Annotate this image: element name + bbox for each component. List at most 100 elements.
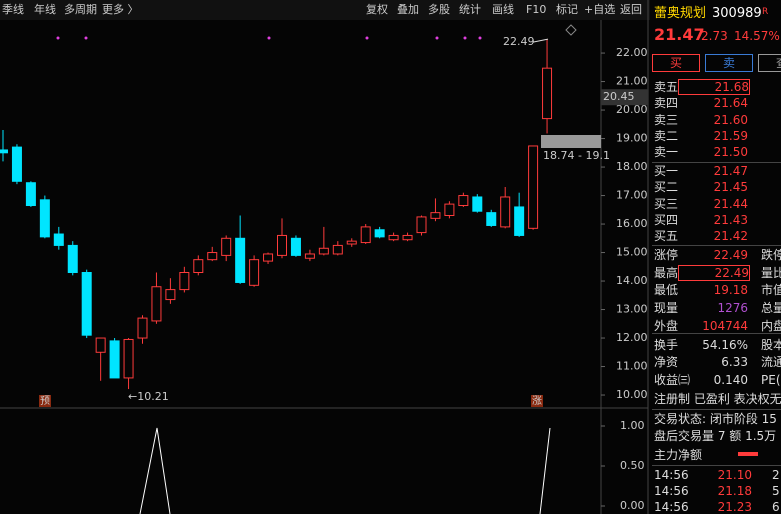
y-tick-label: 19.00 bbox=[616, 132, 648, 145]
stat-label: 最低 bbox=[654, 283, 679, 298]
y-tick-label: 21.00 bbox=[616, 75, 648, 88]
tick-time: 14:56 bbox=[654, 484, 689, 498]
trade-button[interactable]: 查 bbox=[758, 54, 781, 72]
candle-body bbox=[123, 338, 134, 379]
y-tick-label: 18.00 bbox=[616, 160, 648, 173]
ask-price: 21.68 bbox=[678, 79, 750, 95]
stat-value: 1276 bbox=[717, 301, 748, 316]
toolbar-button[interactable]: F10 bbox=[526, 3, 547, 16]
bid-label: 买一 bbox=[654, 164, 679, 178]
stat-value: 54.16% bbox=[702, 337, 748, 352]
bid-label: 买四 bbox=[654, 212, 679, 227]
price-pct: 14.57% bbox=[734, 29, 780, 43]
y-tick-label: 10.00 bbox=[616, 388, 648, 401]
toolbar-button[interactable]: 返回 bbox=[620, 3, 642, 16]
candle-body bbox=[528, 145, 539, 229]
trade-button[interactable]: 买 bbox=[652, 54, 700, 72]
toolbar-button[interactable]: 季线 bbox=[2, 3, 24, 16]
bid-price: 21.47 bbox=[713, 164, 748, 178]
marker: 预 bbox=[40, 395, 50, 407]
marker-bg bbox=[531, 395, 543, 407]
price-tag: 20.45 bbox=[603, 90, 635, 103]
stat-label-2: 跌停 bbox=[761, 248, 781, 262]
after-hours: 盘后交易量 7 额 1.5万 bbox=[654, 429, 777, 443]
stat-label-2: 量比 bbox=[761, 265, 781, 280]
price-tag-bg bbox=[601, 89, 648, 106]
candle-body bbox=[81, 271, 92, 336]
y-tick-label: 13.00 bbox=[616, 303, 648, 316]
flow-label: 主力净额 bbox=[654, 448, 703, 462]
candle-body bbox=[486, 212, 497, 226]
stat-label: 净资 bbox=[654, 355, 679, 370]
ask-price: 21.59 bbox=[713, 128, 748, 143]
stock-code: 300989 bbox=[712, 6, 762, 21]
stats-divider bbox=[652, 245, 781, 246]
toolbar-button[interactable]: 复权 bbox=[366, 3, 388, 16]
stat-label: 收益㈢ bbox=[654, 372, 691, 387]
bid-label: 买二 bbox=[654, 180, 679, 195]
marker: 涨 bbox=[532, 395, 542, 407]
candle-body bbox=[179, 271, 190, 291]
stat-label-2: 内盘 bbox=[761, 318, 781, 333]
stat-value: 22.49 bbox=[713, 248, 748, 262]
tick-time: 14:56 bbox=[654, 468, 689, 482]
toolbar-button[interactable]: 多周期 bbox=[64, 3, 97, 16]
tick-price: 21.23 bbox=[717, 500, 752, 514]
candle-body bbox=[277, 234, 287, 256]
candle-body bbox=[95, 337, 106, 353]
candle-body bbox=[0, 149, 8, 154]
candle-body bbox=[472, 196, 483, 212]
candle-body bbox=[514, 206, 525, 236]
indicator-line bbox=[539, 427, 551, 514]
candle-body bbox=[235, 237, 246, 283]
bid-price: 21.42 bbox=[713, 229, 748, 244]
ask-price: 21.50 bbox=[713, 145, 748, 160]
ask-price: 21.60 bbox=[713, 112, 748, 127]
toolbar-button[interactable]: 统计 bbox=[459, 3, 481, 16]
ask-label: 卖三 bbox=[654, 112, 679, 127]
candle-body bbox=[221, 237, 232, 256]
trade-status: 交易状态: 闭市阶段 15 bbox=[654, 412, 777, 426]
price-change: 2.73 bbox=[701, 29, 728, 43]
toolbar-button[interactable]: 标记 bbox=[556, 3, 578, 16]
stat-value: 19.18 bbox=[713, 283, 748, 298]
y-tick-label: 12.00 bbox=[616, 331, 648, 344]
ask-price: 21.64 bbox=[713, 96, 748, 111]
stat-label-2: 股本 bbox=[761, 337, 781, 352]
candle-body bbox=[458, 195, 469, 207]
y-tick-label: 22.00 bbox=[616, 46, 648, 59]
y-tick-label: 0.00 bbox=[620, 499, 645, 512]
stat-label: 现量 bbox=[654, 301, 679, 316]
candle-body bbox=[137, 317, 148, 339]
candle-body bbox=[500, 196, 511, 228]
y-tick-label: 16.00 bbox=[616, 217, 648, 230]
candle-body bbox=[249, 259, 260, 286]
tick-price: 21.18 bbox=[717, 484, 752, 498]
chart: 22.00 21.00 20.00 19.00 18.00 17.00 16.00 15.00… bbox=[0, 0, 650, 514]
toolbar-button[interactable]: 多股 bbox=[428, 3, 450, 16]
ticks-divider bbox=[652, 465, 781, 466]
toolbar-button[interactable]: 画线 bbox=[492, 3, 514, 16]
bid-price: 21.45 bbox=[713, 180, 748, 195]
bid-label: 买五 bbox=[654, 229, 679, 244]
y-tick-label: 1.00 bbox=[620, 419, 645, 432]
ask-label: 卖二 bbox=[654, 128, 679, 143]
high-arrow bbox=[532, 38, 549, 43]
candle-body bbox=[542, 67, 553, 120]
y-tick-label: 11.00 bbox=[616, 360, 648, 373]
last-price: 21.47 bbox=[654, 25, 705, 44]
toolbar-button[interactable]: 更多 〉 bbox=[102, 3, 139, 16]
diamond-icon bbox=[565, 24, 577, 36]
candle-body bbox=[165, 289, 176, 301]
candle-body bbox=[25, 182, 36, 207]
toolbar-button[interactable]: +自选 bbox=[584, 3, 616, 16]
candle-body bbox=[151, 286, 162, 322]
trade-button[interactable]: 卖 bbox=[705, 54, 753, 72]
toolbar-button[interactable]: 叠加 bbox=[397, 3, 419, 16]
ask-label: 卖一 bbox=[654, 145, 679, 160]
stat-value: 0.140 bbox=[713, 372, 748, 387]
candle-body bbox=[430, 212, 441, 219]
toolbar-button[interactable]: 年线 bbox=[34, 3, 56, 16]
candle-body bbox=[11, 146, 22, 182]
stock-name: 蕾奥规划 bbox=[654, 6, 707, 21]
